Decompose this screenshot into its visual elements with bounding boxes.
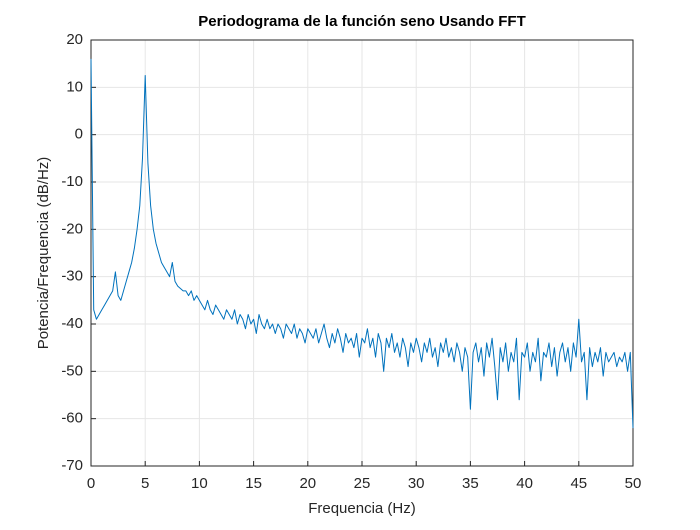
x-tick-label: 40 xyxy=(516,475,533,492)
y-tick-label: -10 xyxy=(61,173,83,190)
x-axis-label: Frequencia (Hz) xyxy=(308,500,416,517)
y-tick-label: -50 xyxy=(61,362,83,379)
x-tick-label: 35 xyxy=(462,475,479,492)
x-tick-label: 50 xyxy=(625,475,642,492)
x-tick-label: 10 xyxy=(191,475,208,492)
y-tick-label: 10 xyxy=(66,78,83,95)
x-tick-label: 0 xyxy=(87,475,95,492)
x-tick-label: 45 xyxy=(570,475,587,492)
chart-title: Periodograma de la función seno Usando F… xyxy=(198,13,526,30)
y-tick-label: -70 xyxy=(61,457,83,474)
y-tick-label: -40 xyxy=(61,315,83,332)
data-line xyxy=(90,58,634,429)
y-tick-label: 0 xyxy=(75,126,83,143)
x-tick-label: 30 xyxy=(408,475,425,492)
x-tick-label: 15 xyxy=(245,475,262,492)
x-tick-label: 20 xyxy=(299,475,316,492)
plot-frame xyxy=(90,39,634,467)
y-tick-label: -20 xyxy=(61,220,83,237)
y-axis-label: Potencia/Frequencia (dB/Hz) xyxy=(35,157,52,350)
x-tick-label: 5 xyxy=(141,475,149,492)
x-tick-label: 25 xyxy=(354,475,371,492)
y-tick-label: -60 xyxy=(61,410,83,427)
y-tick-label: -30 xyxy=(61,268,83,285)
y-tick-label: 20 xyxy=(66,31,83,48)
